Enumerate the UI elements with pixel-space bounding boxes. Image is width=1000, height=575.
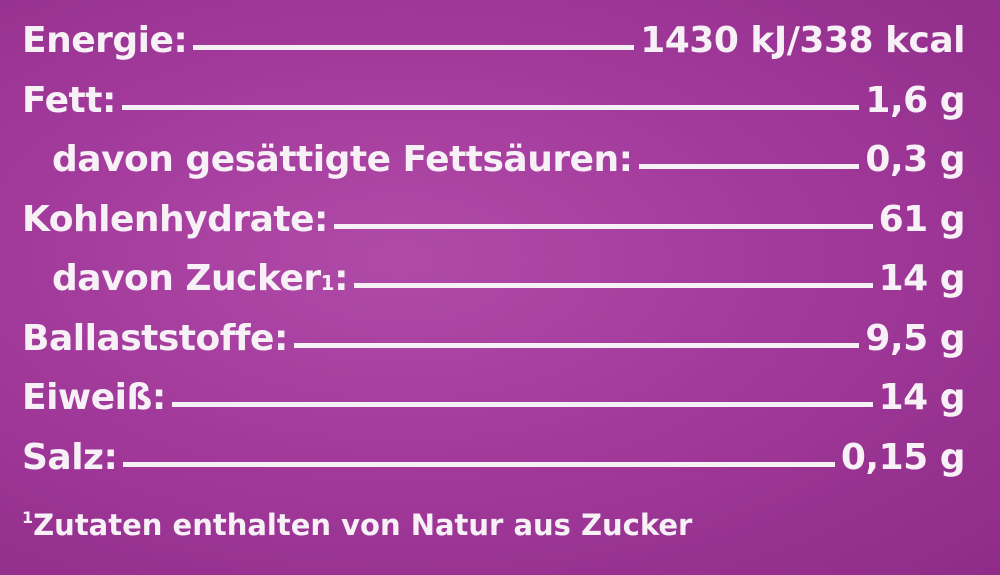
row: Kohlenhydrate: 61 g [22, 198, 966, 259]
label: Eiweiß: [22, 377, 166, 418]
value: 0,15 g [840, 436, 966, 478]
value: 14 g [878, 258, 966, 299]
label: davon gesättigte Fettsäuren: [52, 139, 633, 180]
value: 1,6 g [865, 79, 965, 121]
row: davon gesättigte Fettsäuren: 0,3 g [22, 139, 965, 199]
footnote-text: Zutaten enthalten von Natur aus Zucker [33, 508, 693, 542]
value: 9,5 g [865, 317, 965, 359]
footnote: 1Zutaten enthalten von Natur aus Zucker [22, 508, 692, 542]
footnote-ref: 1 [320, 271, 335, 295]
nutrition-table: Energie: 1430 kJ/338 kcal Fett: 1,6 g davo… [22, 20, 966, 497]
value: 61 g [878, 198, 966, 240]
value: 14 g [878, 377, 966, 418]
row: Energie: 1430 kJ/338 kcal [22, 20, 965, 80]
label: Energie: [22, 20, 188, 61]
label: Kohlenhydrate: [22, 198, 328, 240]
row: Eiweiß: 14 g [22, 377, 966, 437]
leader-line [193, 45, 635, 50]
leader-line [121, 104, 860, 110]
row: davon Zucker 1: 14 g [22, 258, 966, 318]
row: Ballaststoffe: 9,5 g [22, 318, 965, 378]
value: 0,3 g [865, 139, 965, 180]
label: davon Zucker [52, 258, 321, 299]
label: Fett: [22, 79, 116, 121]
label: Salz: [22, 436, 118, 478]
value: 1430 kJ/338 kcal [640, 20, 965, 61]
leader-line [353, 283, 873, 288]
leader-line [171, 402, 873, 407]
row: Salz: 0,15 g [22, 436, 966, 497]
label: Ballaststoffe: [22, 317, 288, 359]
leader-line [638, 164, 860, 169]
leader-line [333, 223, 873, 229]
row: Fett: 1,6 g [22, 80, 965, 140]
footnote-marker: 1 [22, 508, 34, 527]
leader-line [293, 342, 860, 348]
label-punct: : [334, 258, 348, 299]
leader-line [123, 461, 835, 467]
